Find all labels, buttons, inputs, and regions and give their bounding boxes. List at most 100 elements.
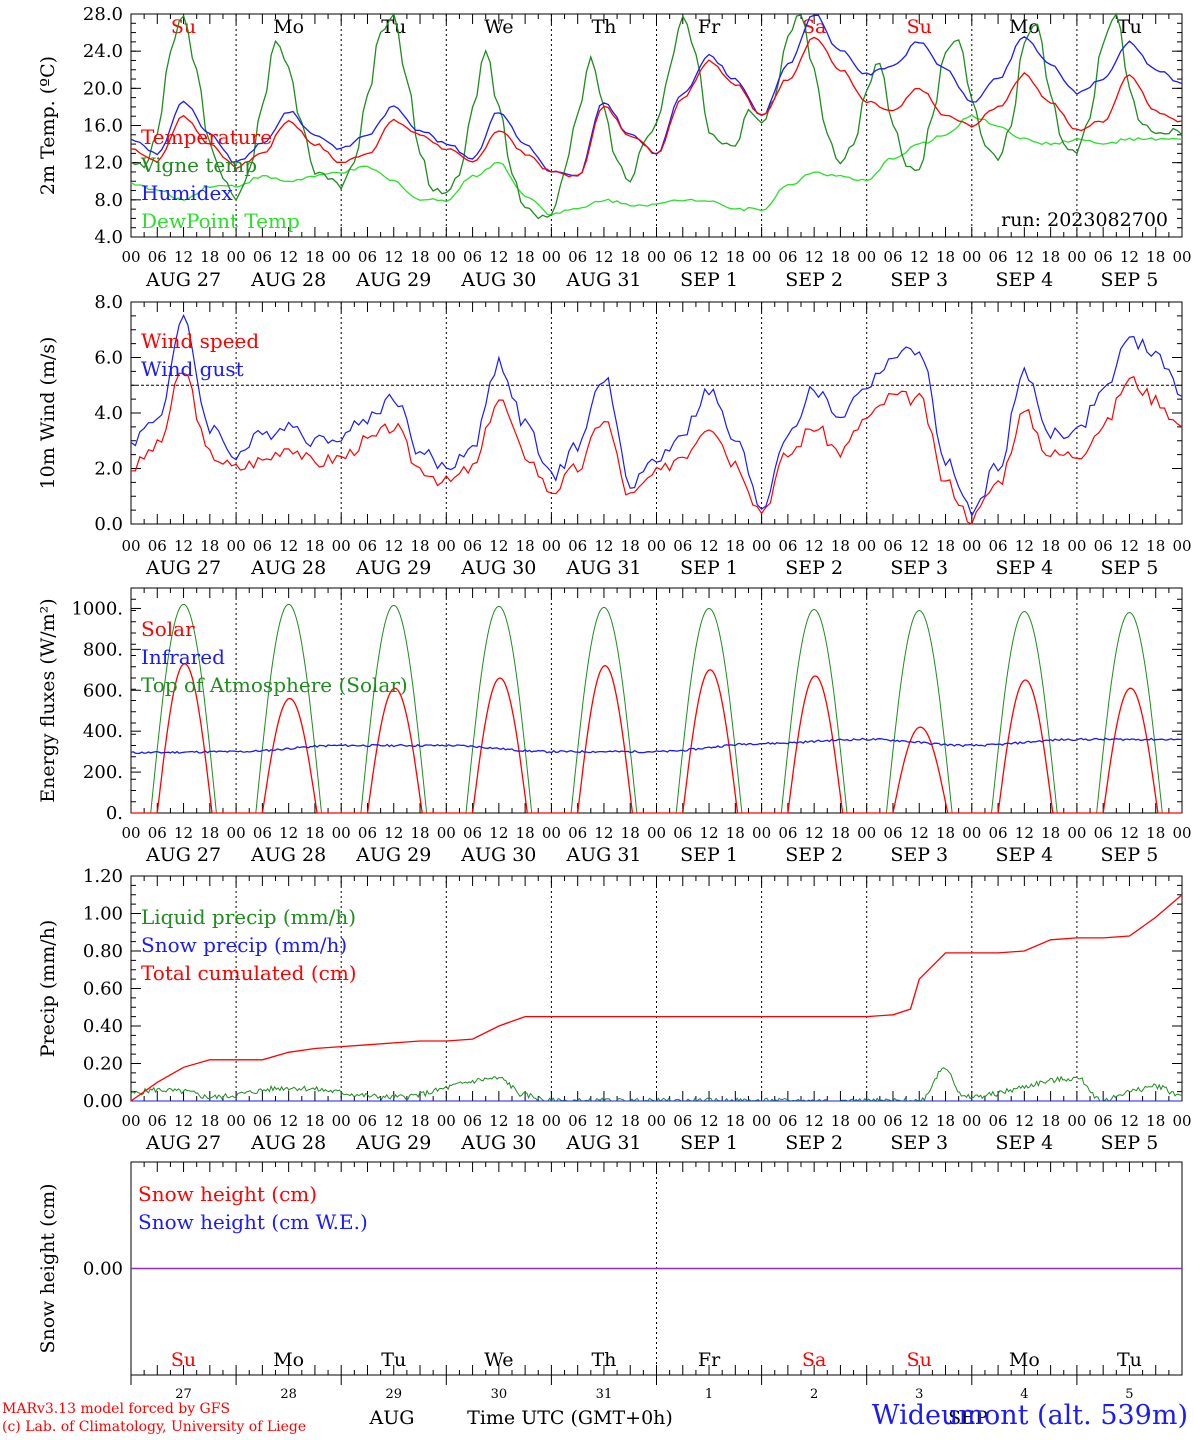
hour-tick-label: 18 [1146,537,1165,555]
weekday-label: Mo [273,16,304,38]
y-tick-label: 0.40 [83,1016,123,1037]
hour-tick-label: 06 [148,537,167,555]
hour-tick-label: 18 [305,537,324,555]
hour-tick-label: 12 [384,824,403,842]
hour-tick-label: 18 [726,248,745,266]
hour-tick-label: 00 [857,248,876,266]
y-axis-label: 2m Temp. (ºC) [37,56,59,195]
hour-tick-label: 12 [1120,1112,1139,1130]
date-label: SEP 5 [1101,844,1159,866]
hour-tick-label: 18 [621,537,640,555]
hour-tick-label: 12 [489,248,508,266]
hour-tick-label: 00 [437,537,456,555]
hour-tick-label: 18 [200,537,219,555]
hour-tick-label: 06 [358,824,377,842]
weekday-label: Tu [381,1349,406,1371]
hour-tick-label: 00 [647,537,666,555]
hour-tick-label: 00 [962,537,981,555]
hour-tick-label: 06 [989,1112,1008,1130]
wind-panel: 10m Wind (m/s) 0.0 2.0 4.0 6.0 8.0 00 06 12 18 AUG… [37,292,1192,579]
hour-tick-label: 18 [936,537,955,555]
date-label: AUG 31 [565,269,641,291]
hour-tick-label: 18 [410,537,429,555]
date-label: AUG 31 [565,1132,641,1154]
weekday-label: Tu [1117,1349,1142,1371]
date-label: SEP 1 [680,1132,738,1154]
hour-tick-label: 18 [305,824,324,842]
legend-wind-gust: Wind gust [141,357,244,381]
hour-tick-label: 18 [305,248,324,266]
precip-panel: Precip (mm/h) 0.00 0.20 0.40 0.60 0.80 1.00 1.2… [37,866,1192,1154]
series-line-vigne-temp [130,12,1183,220]
hour-tick-label: 06 [358,1112,377,1130]
hour-tick-label: 12 [910,1112,929,1130]
energy-panel: Energy fluxes (W/m²) 0. 200. 400. 600. 800. 10… [37,587,1192,866]
hour-tick-label: 18 [410,1112,429,1130]
hour-tick-label: 18 [1041,824,1060,842]
hour-tick-label: 06 [778,248,797,266]
hour-tick-label: 18 [831,537,850,555]
series-line-infrared [130,737,1182,755]
hour-tick-label: 06 [673,537,692,555]
day-number: 28 [280,1387,297,1402]
date-label: SEP 5 [1101,269,1159,291]
y-tick-label: 200. [83,762,123,783]
hour-tick-label: 18 [936,824,955,842]
hour-tick-label: 18 [936,248,955,266]
hour-tick-label: 12 [700,537,719,555]
y-axis-label: Energy fluxes (W/m²) [37,598,59,802]
hour-tick-label: 18 [516,824,535,842]
hour-tick-label: 06 [568,1112,587,1130]
hour-tick-label: 00 [1067,824,1086,842]
hour-tick-label: 18 [726,537,745,555]
hour-tick-label: 06 [673,824,692,842]
series-line-wind-speed [130,372,1183,525]
date-label: AUG 31 [565,844,641,866]
day-number: 5 [1125,1387,1133,1402]
weekday-label: Fr [698,1349,721,1371]
date-label: AUG 28 [250,269,326,291]
hour-tick-label: 06 [463,1112,482,1130]
y-tick-label: 4.0 [94,403,123,424]
y-tick-label: 6.0 [94,348,123,369]
y-tick-label: 28.0 [83,4,123,25]
hour-tick-label: 12 [489,1112,508,1130]
day-number: 30 [491,1387,508,1402]
weekday-label: Th [591,16,616,38]
date-label: SEP 3 [890,1132,948,1154]
hour-tick-label: 12 [1015,537,1034,555]
date-label: SEP 3 [890,844,948,866]
temperature-panel: 2m Temp. (ºC) 4.0 8.0 12.0 16.0 20.0 24.0 28.0 0… [37,4,1192,291]
hour-tick-label: 12 [700,1112,719,1130]
date-label: SEP 3 [890,269,948,291]
hour-tick-label: 18 [1041,537,1060,555]
day-number: 2 [810,1387,818,1402]
hour-tick-label: 12 [910,537,929,555]
hour-tick-label: 06 [463,824,482,842]
hour-tick-label: 00 [962,1112,981,1130]
weekday-label: We [484,1349,513,1371]
hour-tick-label: 06 [253,824,272,842]
legend-infrared: Infrared [141,645,225,669]
hour-tick-label: 18 [200,1112,219,1130]
y-tick-label: 1000. [71,598,123,619]
run-label: run: 2023082700 [1001,209,1168,231]
weekday-label: Tu [381,16,406,38]
hour-tick-label: 18 [621,1112,640,1130]
series-line-humidex [130,14,1183,177]
day-number: 1 [705,1387,713,1402]
legend-snow-height-cm: Snow height (cm) [138,1182,317,1206]
hour-tick-label: 12 [805,1112,824,1130]
series-line-wind-gust [130,313,1183,518]
hour-tick-label: 06 [673,1112,692,1130]
date-label: AUG 30 [460,269,536,291]
weekday-label: Mo [1009,1349,1040,1371]
y-tick-label: 400. [83,721,123,742]
hour-tick-label: 18 [1041,1112,1060,1130]
hour-tick-label: 12 [805,537,824,555]
hour-tick-label: 12 [279,824,298,842]
day-number: 31 [596,1387,613,1402]
footer-month-aug: AUG [369,1407,415,1429]
wind-plot-area: 10m Wind (m/s) 0.0 2.0 4.0 6.0 8.0 00 06 12 18 AUG… [37,292,1192,579]
